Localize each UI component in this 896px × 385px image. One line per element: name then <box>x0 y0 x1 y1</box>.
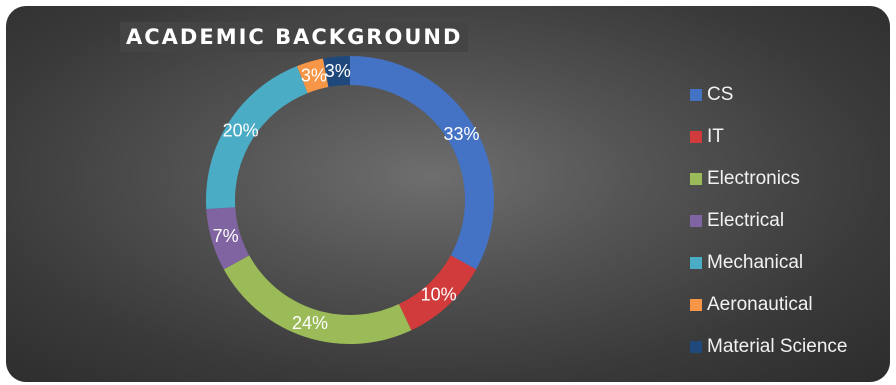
legend-swatch <box>690 257 702 269</box>
chart-title: ACADEMIC BACKGROUND <box>120 22 469 52</box>
chart-legend: CS IT Electronics Electrical Mechanical Aeron… <box>690 74 847 368</box>
data-label-electronics: 24% <box>292 313 328 333</box>
slice-it <box>398 255 477 331</box>
legend-swatch <box>690 89 702 101</box>
legend-label: CS <box>707 84 734 105</box>
legend-item-material-science: Material Science <box>690 326 847 368</box>
legend-swatch <box>690 131 702 143</box>
legend-label: Mechanical <box>707 252 804 273</box>
legend-item-cs: CS <box>690 74 847 116</box>
legend-label: Aeronautical <box>707 294 813 315</box>
legend-label: Material Science <box>707 336 848 357</box>
slice-electrical <box>206 207 250 270</box>
slice-aeronautical <box>296 58 329 94</box>
legend-swatch <box>690 299 702 311</box>
donut-chart: 33% 10% 24% 7% 20% 3%3% <box>206 56 494 344</box>
legend-label: Electrical <box>707 210 785 231</box>
slice-electronics <box>223 255 412 344</box>
slice-cs <box>350 56 494 270</box>
legend-label: IT <box>707 126 724 147</box>
data-label-mechanical: 20% <box>223 121 259 141</box>
legend-item-aeronautical: Aeronautical <box>690 284 847 326</box>
legend-label: Electronics <box>707 168 800 189</box>
data-label-aeronautical: 3% <box>301 66 327 86</box>
data-label-cs: 33% <box>443 124 479 144</box>
legend-swatch <box>690 215 702 227</box>
legend-item-it: IT <box>690 116 847 158</box>
legend-item-electrical: Electrical <box>690 200 847 242</box>
slice-mechanical <box>206 66 308 210</box>
data-label-electrical: 7% <box>213 226 239 246</box>
chart-card: ACADEMIC BACKGROUND 33% 10% 24% 7% 20% 3% 3% C… <box>6 6 890 382</box>
legend-item-electronics: Electronics <box>690 158 847 200</box>
legend-item-mechanical: Mechanical <box>690 242 847 284</box>
slice-material-science <box>323 56 350 88</box>
data-label-material-science: 3% <box>325 61 351 81</box>
data-label-it: 10% <box>421 284 457 304</box>
legend-swatch <box>690 341 702 353</box>
legend-swatch <box>690 173 702 185</box>
